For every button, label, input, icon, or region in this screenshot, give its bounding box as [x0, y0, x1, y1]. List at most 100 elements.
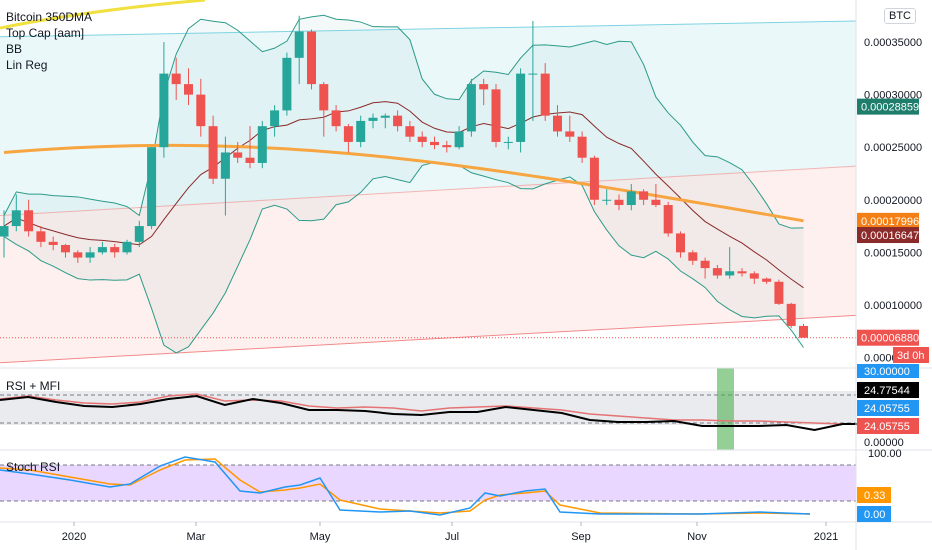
- candle-body: [626, 191, 636, 206]
- legend-top-cap[interactable]: Top Cap [aam]: [6, 26, 85, 40]
- price-tag-label: 0.00006880: [861, 333, 919, 345]
- price-tag: [857, 227, 919, 244]
- candle-body: [220, 152, 230, 179]
- time-tick-label: 2021: [814, 531, 838, 543]
- rsi-value-tag: [857, 400, 919, 416]
- candle-body: [85, 252, 95, 258]
- time-tick-label: Mar: [187, 531, 206, 543]
- candle-body: [614, 199, 624, 206]
- candle-body: [208, 126, 218, 179]
- stoch-value-label: 0.33: [864, 490, 885, 502]
- stoch-value-tag: [857, 506, 891, 522]
- legend-stoch-rsi[interactable]: Stoch RSI: [6, 460, 61, 474]
- rsi-tick-tag: [857, 364, 919, 378]
- candle-body: [491, 89, 501, 142]
- candle-body: [430, 141, 439, 146]
- candle-body: [294, 31, 304, 58]
- candle-body: [196, 94, 206, 127]
- candle-body: [454, 131, 464, 148]
- rsi-value-label: 24.05755: [864, 403, 910, 415]
- candle-body: [799, 325, 808, 338]
- candle-body: [61, 244, 70, 253]
- rsi-value-label: 24.05755: [864, 421, 910, 433]
- time-tick-label: Jul: [445, 531, 459, 543]
- candle-body: [48, 241, 58, 245]
- candle-body: [184, 84, 193, 95]
- candle-body: [257, 126, 267, 163]
- candle-body: [442, 145, 452, 148]
- candle-body: [676, 233, 685, 253]
- stoch-band: [0, 465, 856, 501]
- candle-body: [380, 115, 390, 118]
- candle-body: [343, 126, 353, 142]
- candle-body: [528, 73, 538, 75]
- time-tick-label: May: [310, 531, 331, 543]
- candle-body: [688, 252, 698, 261]
- candle-body: [134, 226, 144, 242]
- candle-body: [577, 136, 587, 158]
- candle-body: [97, 247, 107, 253]
- candle-body: [749, 273, 759, 279]
- candle-body: [368, 117, 378, 121]
- legend-rsi-mfi[interactable]: RSI + MFI: [6, 379, 61, 393]
- candle-body: [110, 247, 120, 253]
- candle-body: [762, 278, 772, 282]
- price-tag-label: 0.00017996: [861, 216, 919, 228]
- candle-body: [11, 210, 21, 227]
- candle-body: [24, 210, 34, 232]
- candle-body: [171, 73, 181, 85]
- candle-body: [282, 57, 292, 111]
- candle-body: [73, 252, 83, 258]
- candle-body: [356, 120, 366, 142]
- candle-body: [700, 260, 710, 269]
- candle-body: [565, 131, 575, 137]
- legend-bitcoin-350dma[interactable]: Bitcoin 350DMA: [6, 10, 93, 24]
- bb-lower-line: [3, 161, 804, 354]
- lin-reg-mid-line: [0, 165, 857, 217]
- candle-body: [0, 226, 9, 237]
- stoch-k-line: [0, 456, 811, 516]
- price-tag: [857, 329, 919, 346]
- candle-body: [503, 141, 513, 143]
- rsi-value-tag: [857, 382, 919, 398]
- candle-body: [737, 271, 747, 274]
- rsi-value-tag: [857, 418, 919, 434]
- bb-basis-line: [3, 101, 804, 289]
- candle-body: [147, 147, 157, 227]
- rsi-tick-label: 30.00000: [864, 366, 910, 378]
- price-tick-label: 0.00035000: [864, 37, 922, 49]
- mfi-line: [0, 393, 871, 425]
- stoch-value-tag: [857, 487, 891, 503]
- rsi-value-label: 24.77544: [864, 385, 910, 397]
- lin-reg-lower-fill: [0, 166, 856, 363]
- top-cap-line: [0, 0, 206, 30]
- candle-body: [122, 241, 132, 253]
- rsi-band: [0, 391, 856, 425]
- candle-body: [331, 110, 341, 127]
- legend-lin-reg[interactable]: Lin Reg: [6, 58, 48, 72]
- candle-body: [36, 231, 46, 242]
- candle-body: [319, 84, 329, 111]
- candle-body: [639, 191, 649, 200]
- candle-body: [725, 271, 735, 276]
- candle-body: [712, 268, 722, 276]
- rsi-line: [0, 394, 871, 432]
- candle-body: [233, 152, 243, 158]
- candle-body: [479, 84, 489, 90]
- symbol-badge[interactable]: BTC: [884, 8, 916, 24]
- time-tick-label: Sep: [571, 531, 591, 543]
- price-tag-label: 0.00028859: [861, 102, 919, 114]
- time-tick-label: 2020: [62, 531, 86, 543]
- candle-body: [393, 115, 403, 127]
- countdown-tag: [893, 347, 929, 363]
- price-tick-label: 0.00010000: [864, 300, 922, 312]
- legend-bb[interactable]: BB: [6, 42, 23, 56]
- candle-body: [466, 84, 476, 132]
- time-tick-label: Nov: [687, 531, 707, 543]
- candle-body: [516, 73, 526, 142]
- candle-body: [651, 199, 661, 206]
- candle-body: [405, 126, 415, 137]
- lin-reg-upper-line: [0, 20, 857, 38]
- candle-body: [553, 115, 562, 132]
- stoch-value-label: 0.00: [864, 509, 885, 521]
